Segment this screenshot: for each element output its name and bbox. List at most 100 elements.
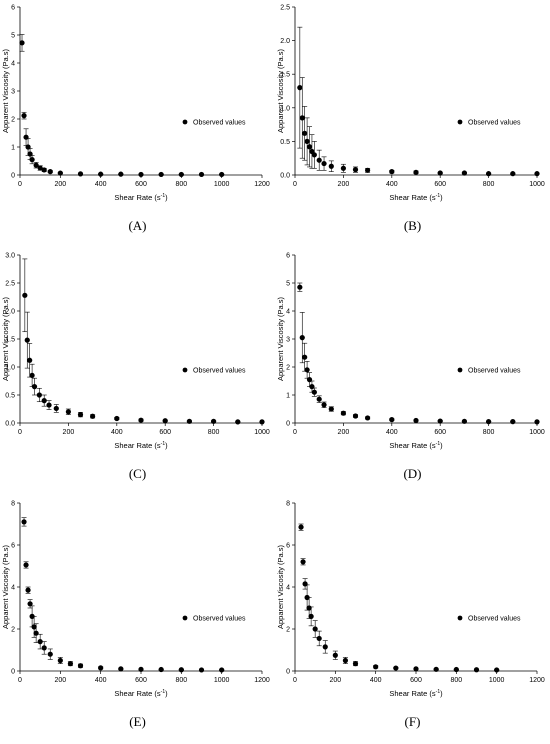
- data-point: [322, 644, 328, 650]
- data-point: [328, 163, 334, 169]
- chart-svg-c: 0 200 400 600 800 1000 0.0 0.5 1.0 1.5 2.0 2.5 3.0 Sh…: [1, 253, 270, 451]
- data-point: [365, 415, 371, 421]
- data-point: [486, 171, 492, 177]
- legend-marker: [457, 615, 463, 621]
- legend-label: Observed values: [193, 120, 246, 127]
- chart-panel-a: 0 200 400 600 800 1000 1200 0 1 2 3 4 5 6 Shear Rate (…: [0, 0, 275, 248]
- data-point: [389, 417, 395, 423]
- y-tick-label: 0.5: [280, 139, 290, 146]
- data-point: [461, 418, 467, 424]
- y-tick-label: 1.5: [5, 337, 15, 344]
- data-point: [534, 419, 540, 425]
- data-point: [77, 663, 84, 669]
- data-point: [178, 171, 184, 178]
- data-point: [352, 413, 359, 419]
- x-tick-label: 0: [293, 181, 297, 188]
- legend-label: Observed values: [193, 616, 246, 623]
- legend-marker: [182, 367, 188, 373]
- y-tick-label: 0: [11, 669, 15, 676]
- y-tick-label: 3: [286, 337, 290, 344]
- data-point: [47, 651, 53, 657]
- data-point: [29, 372, 35, 378]
- data-point: [321, 402, 327, 408]
- data-point: [138, 666, 144, 672]
- data-point: [33, 162, 39, 168]
- data-point: [98, 665, 104, 671]
- data-point: [308, 613, 314, 619]
- data-point: [311, 152, 317, 158]
- data-point: [21, 113, 27, 119]
- y-tick-label: 2.5: [5, 281, 15, 288]
- x-tick-label: 1000: [254, 429, 270, 436]
- data-point: [31, 384, 38, 390]
- data-point: [31, 624, 37, 630]
- data-point: [19, 40, 25, 46]
- data-point: [316, 157, 322, 163]
- data-point: [57, 657, 63, 664]
- data-point: [235, 419, 241, 425]
- data-point: [47, 169, 53, 175]
- y-axis-title: Apparent Viscosity (Pa.s): [276, 544, 285, 629]
- chart-panel-b: 0 200 400 600 800 1000 0.0 0.5 1.0 1.5 2.0 2.5 Shear…: [275, 0, 550, 248]
- y-tick-label: 5: [11, 33, 15, 40]
- x-axis-title: Shear Rate (s-1): [389, 441, 443, 450]
- y-tick-label: 3: [11, 89, 15, 96]
- chart-panel-f: 0 200 400 600 800 1000 1200 0 2 4 6 8 Shear Rate (s-…: [275, 496, 550, 744]
- data-point: [332, 652, 338, 658]
- x-tick-label: 1000: [214, 677, 230, 684]
- x-tick-label: 800: [175, 677, 187, 684]
- x-tick-label: 600: [434, 181, 446, 188]
- data-point: [312, 626, 318, 632]
- x-tick-label: 200: [338, 181, 350, 188]
- data-point: [510, 171, 516, 177]
- y-tick-label: 6: [11, 5, 15, 12]
- x-tick-label: 200: [329, 677, 341, 684]
- y-tick-label: 1.0: [5, 365, 15, 372]
- data-point: [27, 601, 33, 607]
- y-tick-label: 1: [11, 145, 15, 152]
- data-point: [534, 171, 540, 177]
- data-point: [316, 635, 322, 642]
- data-point: [304, 138, 310, 144]
- data-point: [219, 667, 225, 673]
- x-axis-title: Shear Rate (s-1): [389, 689, 443, 698]
- panel-caption-f: (F): [404, 714, 421, 729]
- x-tick-label: 0: [293, 429, 297, 436]
- y-tick-label: 6: [11, 543, 15, 550]
- data-point: [311, 389, 317, 395]
- data-point: [437, 170, 443, 176]
- data-point: [340, 410, 346, 416]
- data-point: [41, 398, 47, 404]
- x-tick-label: 0: [18, 677, 22, 684]
- data-point: [298, 524, 304, 530]
- x-axis-title: Shear Rate (s-1): [114, 193, 168, 202]
- chart-svg-b: 0 200 400 600 800 1000 0.0 0.5 1.0 1.5 2.0 2.5 Shear…: [276, 5, 545, 203]
- data-point: [299, 335, 305, 341]
- data-point: [57, 170, 63, 176]
- data-point: [306, 377, 313, 383]
- data-point: [453, 666, 459, 673]
- data-point: [37, 639, 43, 645]
- chart-svg-e: 0 200 400 600 800 1000 1200 0 2 4 6 8 Shear Rate (s-…: [1, 501, 270, 699]
- data-point: [373, 664, 379, 670]
- x-tick-label: 200: [54, 181, 66, 188]
- y-tick-label: 0: [11, 173, 15, 180]
- data-point: [186, 418, 192, 424]
- data-point: [389, 169, 395, 175]
- y-tick-label: 2.5: [280, 5, 290, 12]
- chart-panel-c: 0 200 400 600 800 1000 0.0 0.5 1.0 1.5 2.0 2.5 3.0 Sh…: [0, 248, 275, 496]
- data-point: [328, 406, 334, 412]
- data-point: [352, 167, 359, 173]
- data-point: [304, 367, 310, 373]
- data-point: [67, 661, 74, 667]
- data-point: [299, 115, 305, 121]
- x-tick-label: 400: [95, 677, 107, 684]
- y-tick-label: 2: [286, 627, 290, 634]
- x-tick-label: 800: [208, 429, 220, 436]
- y-axis-title: Apparent Viscosity (Pa.s): [1, 544, 10, 629]
- y-tick-label: 2: [11, 117, 15, 124]
- data-point: [340, 165, 346, 171]
- x-tick-label: 600: [410, 677, 422, 684]
- x-tick-label: 1000: [529, 181, 545, 188]
- legend-marker: [182, 615, 188, 621]
